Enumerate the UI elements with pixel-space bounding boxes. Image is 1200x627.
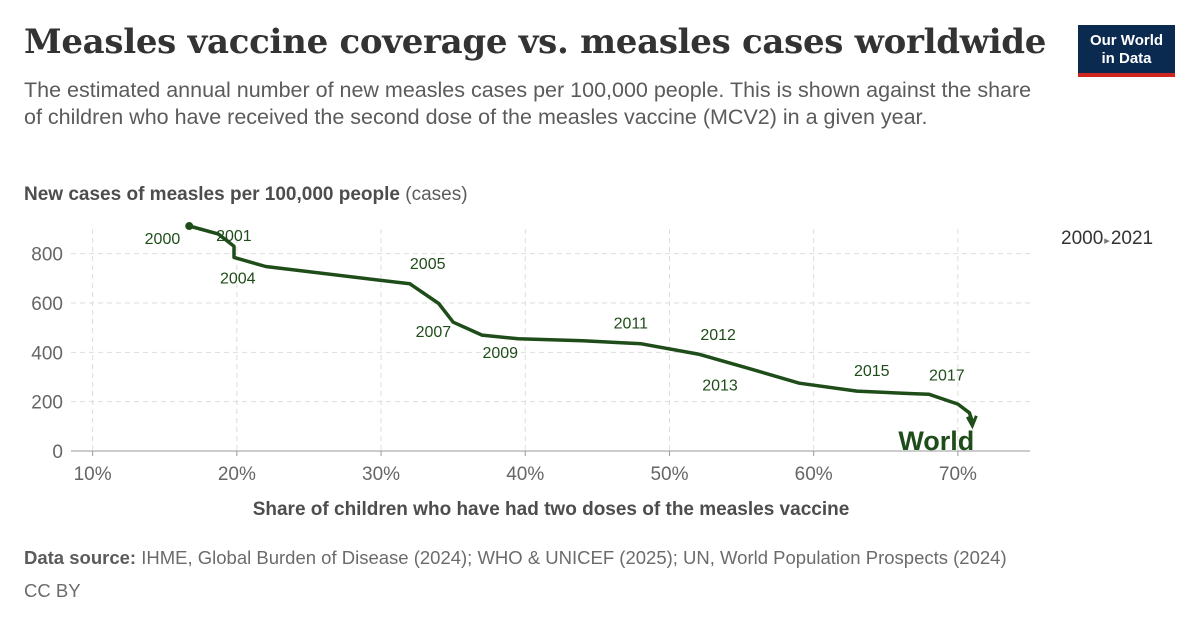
x-tick-label: 70%: [939, 464, 977, 485]
x-axis-title: Share of children who have had two doses…: [253, 499, 850, 520]
logo-line-1: Our World: [1089, 32, 1164, 49]
label-layer: 2000 2001 2004 2005 2007 2009 2011 2012 2013 2015…: [145, 228, 975, 456]
year-label: 2007: [416, 324, 452, 341]
year-label: 2017: [929, 367, 965, 384]
series-line-world: [187, 224, 975, 426]
time-range-label[interactable]: 2000▸2021: [1061, 228, 1153, 250]
year-label: 2013: [702, 377, 738, 394]
series-start-point: [185, 222, 194, 231]
x-tick-label: 60%: [795, 464, 833, 485]
y-axis-label: New cases of measles per 100,000 people: [24, 184, 400, 205]
x-tick-label: 30%: [362, 464, 400, 485]
owid-logo[interactable]: Our World in Data: [1078, 25, 1175, 77]
year-label: 2015: [854, 363, 890, 380]
year-label: 2004: [220, 270, 256, 287]
y-tick-label: 600: [31, 294, 63, 315]
series-layer: [185, 222, 978, 430]
arrow-right-icon: ▸: [1104, 235, 1110, 247]
y-tick-label: 0: [52, 442, 63, 463]
y-tick-label: 200: [31, 393, 63, 414]
chart-subtitle: The estimated annual number of new measl…: [24, 78, 1032, 129]
y-tick-label: 800: [31, 245, 63, 266]
y-tick-label: 400: [31, 343, 63, 364]
year-label: 2005: [410, 256, 446, 273]
axis-layer: 0 200 400 600 800 10% 20% 30% 40% 50% 60% 70%: [31, 245, 1030, 485]
y-axis-title: New cases of measles per 100,000 people …: [24, 184, 468, 206]
x-tick-label: 50%: [650, 464, 688, 485]
year-label: 2012: [700, 327, 736, 344]
data-source-label: Data source:: [24, 547, 137, 568]
x-tick-label: 10%: [74, 464, 112, 485]
license[interactable]: CC BY: [24, 580, 81, 601]
series-name-label: World: [898, 426, 974, 456]
series-end-arrow: [966, 415, 978, 430]
year-label: 2009: [482, 345, 518, 362]
year-label: 2011: [614, 316, 649, 333]
time-range-end: 2021: [1110, 228, 1154, 249]
data-source-text: IHME, Global Burden of Disease (2024); W…: [141, 547, 1007, 568]
data-source: Data source: IHME, Global Burden of Dise…: [24, 547, 1007, 569]
year-label: 2000: [145, 231, 181, 248]
grid-layer: [71, 229, 1030, 451]
time-range-start: 2000: [1061, 228, 1104, 249]
chart-title: Measles vaccine coverage vs. measles cas…: [24, 22, 1047, 62]
x-tick-label: 20%: [218, 464, 256, 485]
year-label: 2001: [216, 228, 252, 245]
logo-line-2: in Data: [1101, 50, 1152, 67]
y-axis-unit: (cases): [405, 184, 468, 205]
x-tick-label: 40%: [506, 464, 544, 485]
